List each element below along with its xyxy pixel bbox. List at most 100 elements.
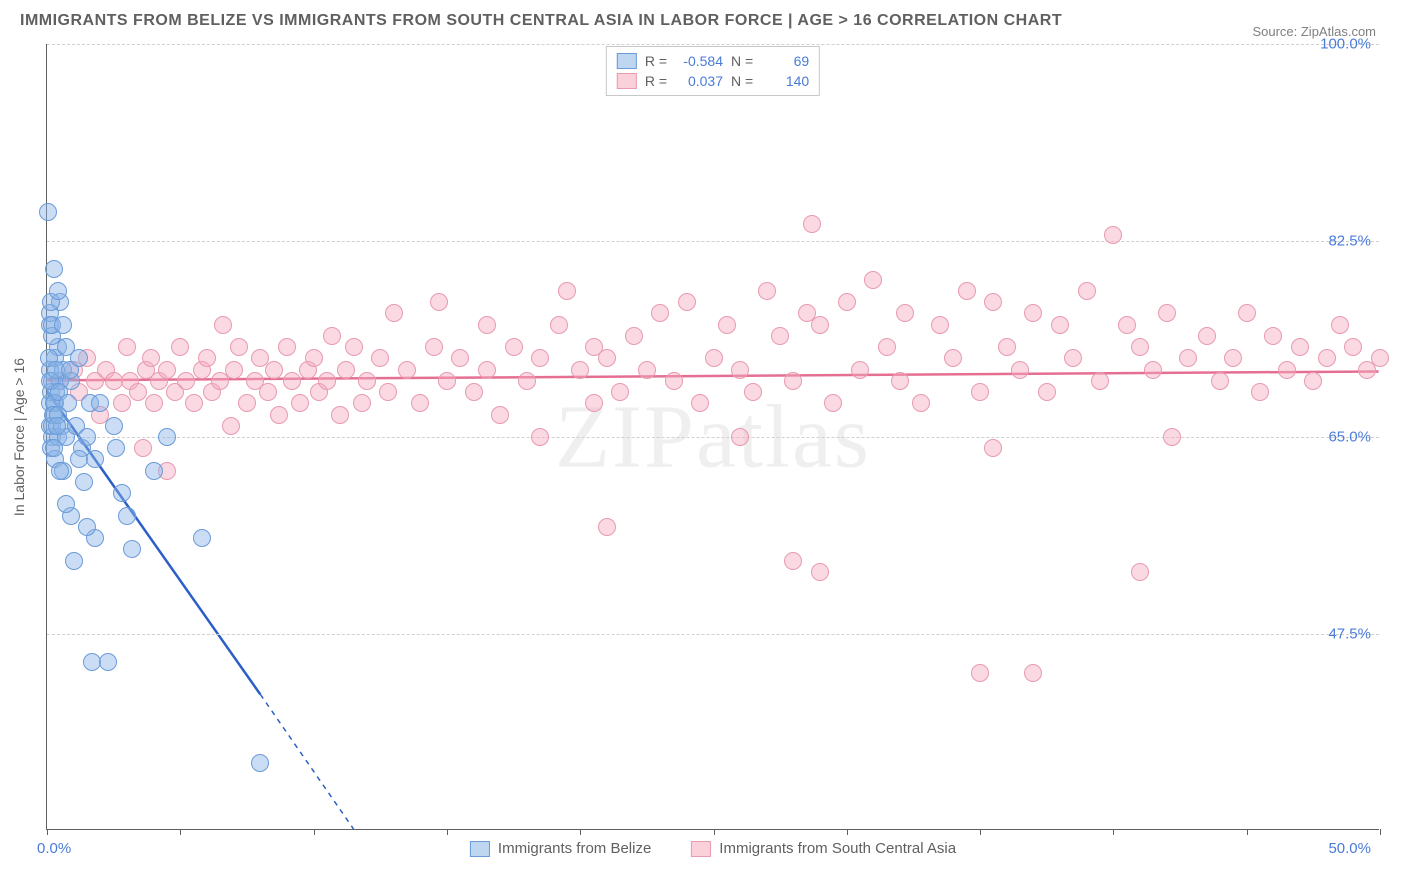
gridline [47,44,1379,45]
gridline [47,634,1379,635]
data-point [49,282,67,300]
data-point [198,349,216,367]
data-point [379,383,397,401]
data-point [75,473,93,491]
data-point [430,293,448,311]
data-point [451,349,469,367]
data-point [222,417,240,435]
data-point [353,394,371,412]
data-point [598,518,616,536]
data-point [283,372,301,390]
data-point [958,282,976,300]
data-point [1224,349,1242,367]
data-point [944,349,962,367]
x-tick [47,829,48,835]
data-point [1264,327,1282,345]
data-point [998,338,1016,356]
swatch-pink-icon [617,73,637,89]
swatch-pink-icon [691,841,711,857]
data-point [118,338,136,356]
data-point [1344,338,1362,356]
data-point [478,316,496,334]
chart-title: IMMIGRANTS FROM BELIZE VS IMMIGRANTS FRO… [20,12,1062,30]
data-point [705,349,723,367]
data-point [731,428,749,446]
x-tick [847,829,848,835]
data-point [1038,383,1056,401]
data-point [48,417,66,435]
data-point [39,203,57,221]
data-point [113,484,131,502]
data-point [238,394,256,412]
data-point [1371,349,1389,367]
swatch-blue-icon [470,841,490,857]
data-point [518,372,536,390]
data-point [1131,563,1149,581]
data-point [142,349,160,367]
data-point [265,361,283,379]
data-point [771,327,789,345]
data-point [1158,304,1176,322]
data-point [225,361,243,379]
data-point [318,372,336,390]
data-point [371,349,389,367]
stats-row-pink: R = 0.037 N = 140 [617,71,809,91]
legend-item-pink: Immigrants from South Central Asia [691,840,956,857]
data-point [931,316,949,334]
data-point [478,361,496,379]
data-point [744,383,762,401]
data-point [678,293,696,311]
data-point [465,383,483,401]
data-point [51,462,69,480]
data-point [54,316,72,334]
data-point [337,361,355,379]
data-point [691,394,709,412]
data-point [331,406,349,424]
stats-row-blue: R = -0.584 N = 69 [617,51,809,71]
data-point [323,327,341,345]
data-point [824,394,842,412]
y-tick-label: 47.5% [1328,625,1371,642]
x-tick [1113,829,1114,835]
data-point [1163,428,1181,446]
data-point [70,349,88,367]
data-point [531,428,549,446]
data-point [1198,327,1216,345]
legend-item-blue: Immigrants from Belize [470,840,651,857]
data-point [105,417,123,435]
legend-label: Immigrants from Belize [498,840,651,857]
x-axis-max-label: 50.0% [1328,840,1371,857]
data-point [1078,282,1096,300]
data-point [230,338,248,356]
data-point [123,540,141,558]
data-point [1251,383,1269,401]
data-point [1118,316,1136,334]
data-point [1331,316,1349,334]
data-point [984,439,1002,457]
data-point [491,406,509,424]
data-point [1024,664,1042,682]
data-point [758,282,776,300]
data-point [411,394,429,412]
data-point [113,394,131,412]
data-point [638,361,656,379]
data-point [185,394,203,412]
data-point [625,327,643,345]
data-point [1024,304,1042,322]
data-point [531,349,549,367]
data-point [891,372,909,390]
data-point [251,754,269,772]
y-tick-label: 100.0% [1320,36,1371,53]
data-point [345,338,363,356]
data-point [438,372,456,390]
stats-legend: R = -0.584 N = 69 R = 0.037 N = 140 [606,46,820,96]
data-point [259,383,277,401]
data-point [1064,349,1082,367]
data-point [505,338,523,356]
data-point [896,304,914,322]
data-point [214,316,232,334]
data-point [585,394,603,412]
data-point [1091,372,1109,390]
data-point [1051,316,1069,334]
data-point [971,383,989,401]
